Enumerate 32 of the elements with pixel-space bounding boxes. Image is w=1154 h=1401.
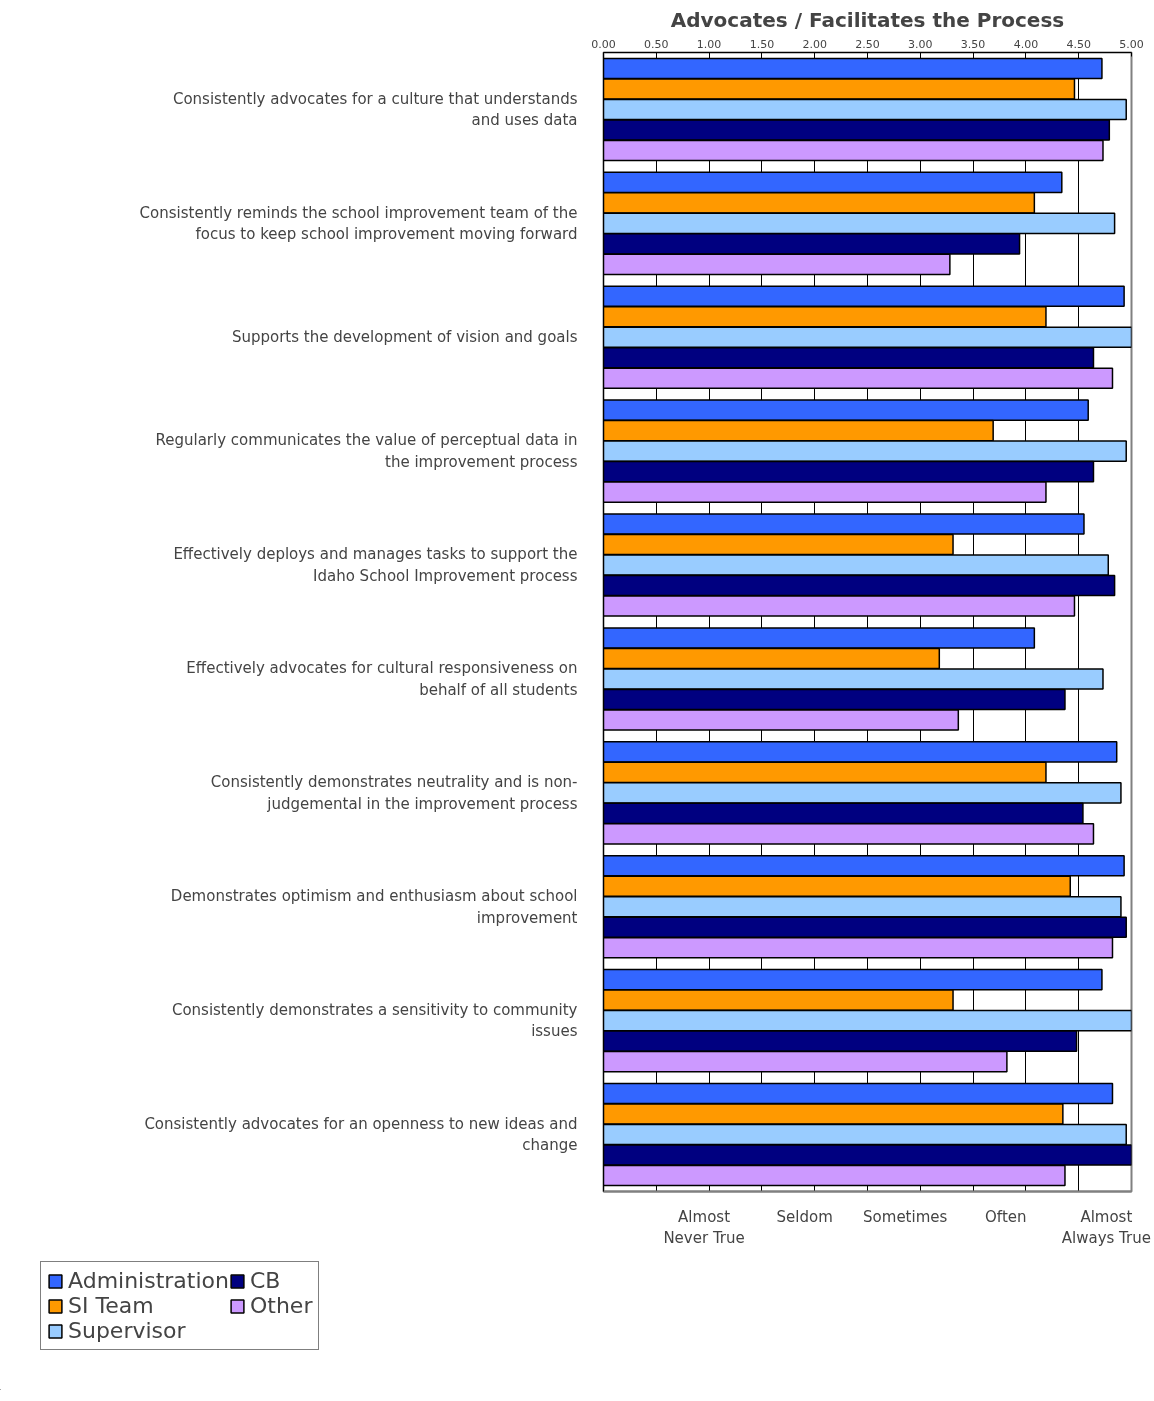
chart-title: Advocates / Facilitates the Process: [670, 7, 1065, 32]
y-tick-label: Consistently reminds the school improvement team of the focus to keep school improvement moving forward: [139, 203, 578, 244]
legend-label: CB: [249, 1268, 281, 1293]
text: Almost Never True: [663, 1207, 745, 1248]
text: Almost Always True: [1061, 1207, 1151, 1248]
text: Often: [985, 1207, 1027, 1226]
y-tick-label: Effectively advocates for cultural responsiveness on behalf of all students: [186, 659, 578, 699]
legend-label: SI Team: [68, 1293, 154, 1318]
y-tick-label: Consistently demonstrates neutrality and is non-judgemental in the improvement process: [210, 773, 578, 813]
legend-label: Supervisor: [68, 1318, 186, 1343]
x-tick-label: 3.00: [908, 37, 933, 51]
x-tick-label: 0.50: [644, 37, 669, 51]
y-tick-label: Demonstrates optimism and enthusiasm about school improvement: [170, 886, 578, 927]
x-tick-label: 4.50: [1066, 37, 1091, 51]
legend-label: Administration: [68, 1268, 229, 1293]
x-tick-label: 2.00: [802, 37, 827, 51]
x-tick-label: 0.00: [591, 37, 616, 51]
y-tick-label: Supports the development of vision and goals: [231, 328, 578, 347]
y-tick-label: Consistently demonstrates a sensitivity to community issues: [171, 1000, 578, 1041]
x-tick-label: 1.00: [696, 37, 722, 51]
y-tick-label: Consistently advocates for a culture that understands and uses data: [172, 89, 578, 130]
x-tick-label: 5.00: [1119, 37, 1144, 51]
y-tick-label: Effectively deploys and manages tasks to support the Idaho School Improvement process: [173, 545, 578, 585]
y-tick-label: Consistently advocates for an openness to new ideas and change: [144, 1114, 578, 1155]
x-tick-label: 3.50: [960, 37, 986, 51]
x-tick-label: 1.50: [749, 37, 775, 51]
y-tick-label: Regularly communicates the value of perceptual data in the improvement process: [155, 431, 578, 471]
x-tick-label: 4.00: [1013, 37, 1039, 51]
x-tick-label: 2.50: [855, 37, 880, 51]
text: Sometimes: [863, 1207, 948, 1226]
legend-label: Other: [249, 1293, 313, 1318]
text: Seldom: [776, 1207, 833, 1226]
